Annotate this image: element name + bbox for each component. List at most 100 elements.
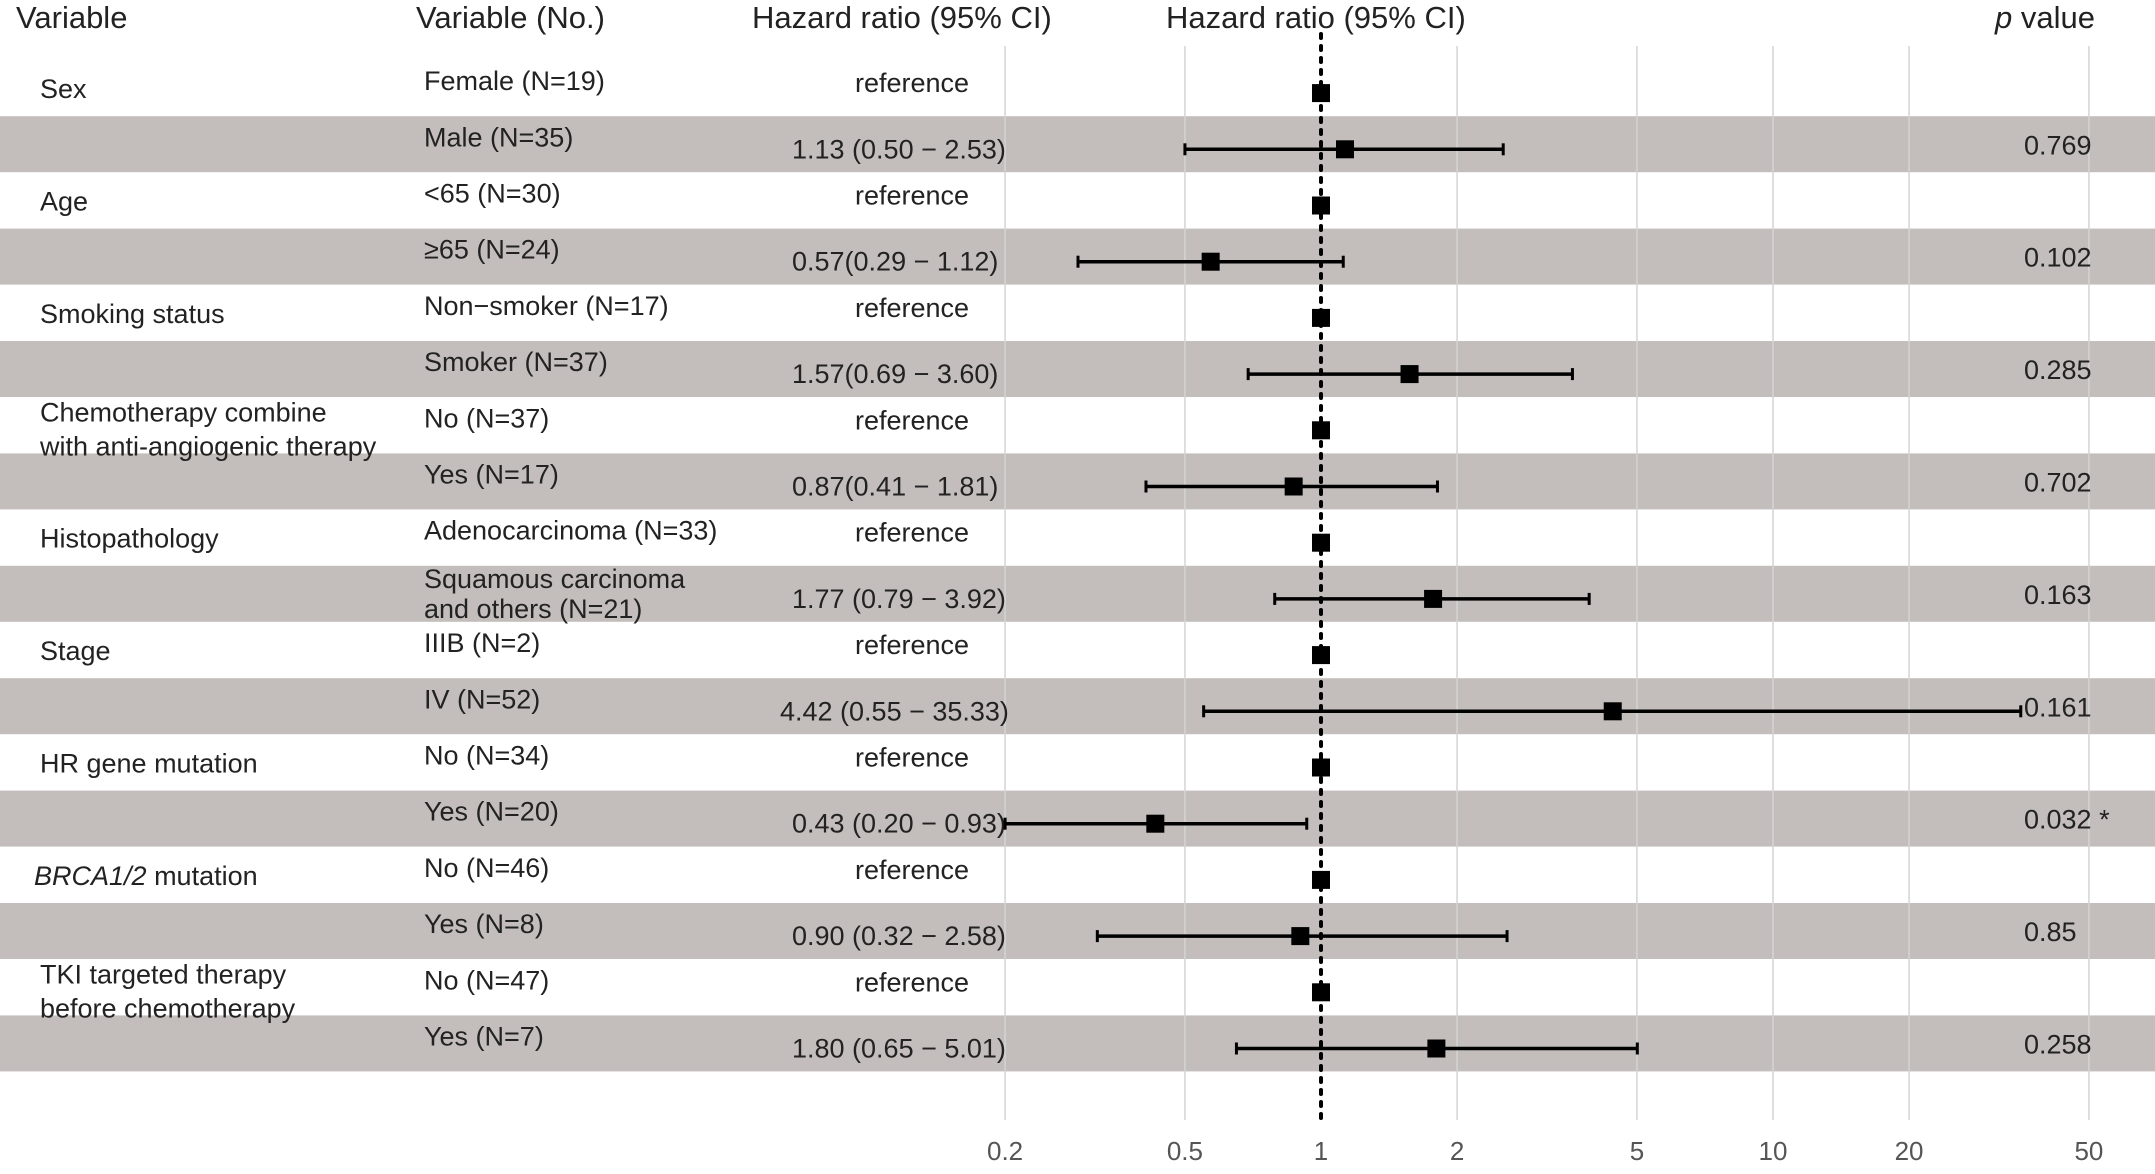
level-label: No (N=37) (424, 403, 549, 433)
variable-label: Histopathology (40, 524, 219, 554)
hr-reference-text: reference (855, 855, 969, 885)
level-label: Adenocarcinoma (N=33) (424, 516, 717, 546)
hr-estimate-text: 0.87(0.41 − 1.81) (792, 472, 998, 502)
hr-marker (1603, 702, 1622, 721)
level-label: Yes (N=7) (424, 1022, 544, 1052)
variable-label: Chemotherapy combine (40, 397, 327, 427)
level-label: No (N=34) (424, 741, 549, 771)
level-label: IIIB (N=2) (424, 628, 540, 658)
hr-estimate-text: 1.80 (0.65 − 5.01) (792, 1034, 1006, 1064)
level-label: ≥65 (N=24) (424, 235, 560, 265)
hr-reference-text: reference (855, 967, 969, 997)
header-p-suffix: value (2012, 0, 2095, 35)
hr-marker (1427, 1039, 1446, 1058)
row-shade (0, 903, 2155, 959)
hr-estimate-text: 1.77 (0.79 − 3.92) (792, 584, 1006, 614)
variable-label-rest: mutation (147, 861, 258, 891)
hr-marker (1335, 140, 1354, 159)
p-value: 0.163 (2024, 580, 2092, 610)
hr-estimate-text: 0.90 (0.32 − 2.58) (792, 921, 1006, 951)
header-variable: Variable (16, 0, 127, 35)
row-shade (0, 790, 2155, 847)
reference-marker (1312, 308, 1330, 327)
variable-label: HR gene mutation (40, 749, 258, 779)
hr-marker (1284, 477, 1303, 496)
x-tick-label: 5 (1630, 1136, 1644, 1166)
level-label: Non−smoker (N=17) (424, 291, 669, 321)
row-shade (0, 1015, 2155, 1072)
level-label: and others (N=21) (424, 594, 642, 624)
level-label: Squamous carcinoma (424, 564, 686, 594)
x-tick-label: 50 (2074, 1136, 2103, 1166)
x-tick-label: 2 (1450, 1136, 1464, 1166)
p-value: 0.769 (2024, 130, 2092, 160)
reference-marker (1312, 646, 1330, 665)
hr-estimate-text: 4.42 (0.55 − 35.33) (780, 696, 1009, 726)
level-label: Male (N=35) (424, 122, 573, 152)
table-text-layer: Variable Variable (No.) Hazard ratio (95… (16, 0, 2110, 1064)
variable-label: TKI targeted therapy (40, 959, 287, 989)
row-shading-layer (0, 116, 2155, 1072)
level-label: Smoker (N=37) (424, 347, 608, 377)
hr-marker (1146, 814, 1165, 833)
hr-reference-text: reference (855, 518, 969, 548)
x-axis: 0.2 0.5 1 2 5 10 20 50 (987, 1136, 2103, 1166)
variable-label: Sex (40, 74, 87, 104)
hr-estimate-text: 0.57(0.29 − 1.12) (792, 247, 998, 277)
p-value: 0.702 (2024, 468, 2092, 498)
p-value: 0.161 (2024, 692, 2092, 722)
header-p-letter: p (1994, 0, 2012, 35)
variable-label: Smoking status (40, 299, 225, 329)
level-label: Yes (N=17) (424, 460, 559, 490)
hr-marker (1201, 252, 1220, 271)
level-label: No (N=47) (424, 965, 549, 995)
hr-reference-text: reference (855, 405, 969, 435)
variable-label: Age (40, 187, 88, 217)
hr-reference-text: reference (855, 181, 969, 211)
hr-marker (1424, 589, 1443, 608)
p-value: 0.032 * (2024, 805, 2110, 835)
p-value: 0.258 (2024, 1030, 2092, 1060)
hr-reference-text: reference (855, 630, 969, 660)
row-shade (0, 678, 2155, 735)
level-label: No (N=46) (424, 853, 549, 883)
variable-label: with anti-angiogenic therapy (39, 431, 377, 461)
row-shade (0, 341, 2155, 397)
level-label: Female (N=19) (424, 66, 605, 96)
hr-marker (1291, 927, 1310, 946)
variable-label: before chemotherapy (40, 993, 296, 1023)
x-tick-label: 0.5 (1167, 1136, 1203, 1166)
hr-estimate-text: 0.43 (0.20 − 0.93) (792, 809, 1006, 839)
x-tick-label: 0.2 (987, 1136, 1023, 1166)
level-label: <65 (N=30) (424, 179, 561, 209)
header-hazard-ratio-text: Hazard ratio (95% CI) (752, 0, 1052, 35)
variable-label: BRCA1/2 mutation (34, 861, 258, 891)
hr-marker (1400, 365, 1419, 384)
header-variable-no: Variable (No.) (416, 0, 605, 35)
estimate-layer (1003, 32, 2023, 1126)
hr-reference-text: reference (855, 68, 969, 98)
p-value: 0.85 (2024, 917, 2077, 947)
level-label: IV (N=52) (424, 684, 540, 714)
p-value: 0.102 (2024, 243, 2092, 273)
row-shade (0, 453, 2155, 510)
variable-label-italic: BRCA1/2 (34, 861, 147, 891)
x-tick-label: 10 (1759, 1136, 1788, 1166)
header-p-value: p value (1994, 0, 2095, 35)
level-label: Yes (N=8) (424, 909, 544, 939)
header-hazard-ratio-plot: Hazard ratio (95% CI) (1166, 0, 1466, 35)
hr-estimate-text: 1.13 (0.50 − 2.53) (792, 134, 1006, 164)
row-shade (0, 116, 2155, 173)
level-label: Yes (N=20) (424, 797, 559, 827)
variable-label: Stage (40, 636, 111, 666)
hr-estimate-text: 1.57(0.69 − 3.60) (792, 359, 998, 389)
row-shade (0, 565, 2155, 622)
hr-reference-text: reference (855, 743, 969, 773)
p-value: 0.285 (2024, 355, 2092, 385)
x-tick-label: 20 (1895, 1136, 1924, 1166)
gridline-layer (1004, 46, 2090, 1120)
x-tick-label: 1 (1314, 1136, 1328, 1166)
hr-reference-text: reference (855, 293, 969, 323)
